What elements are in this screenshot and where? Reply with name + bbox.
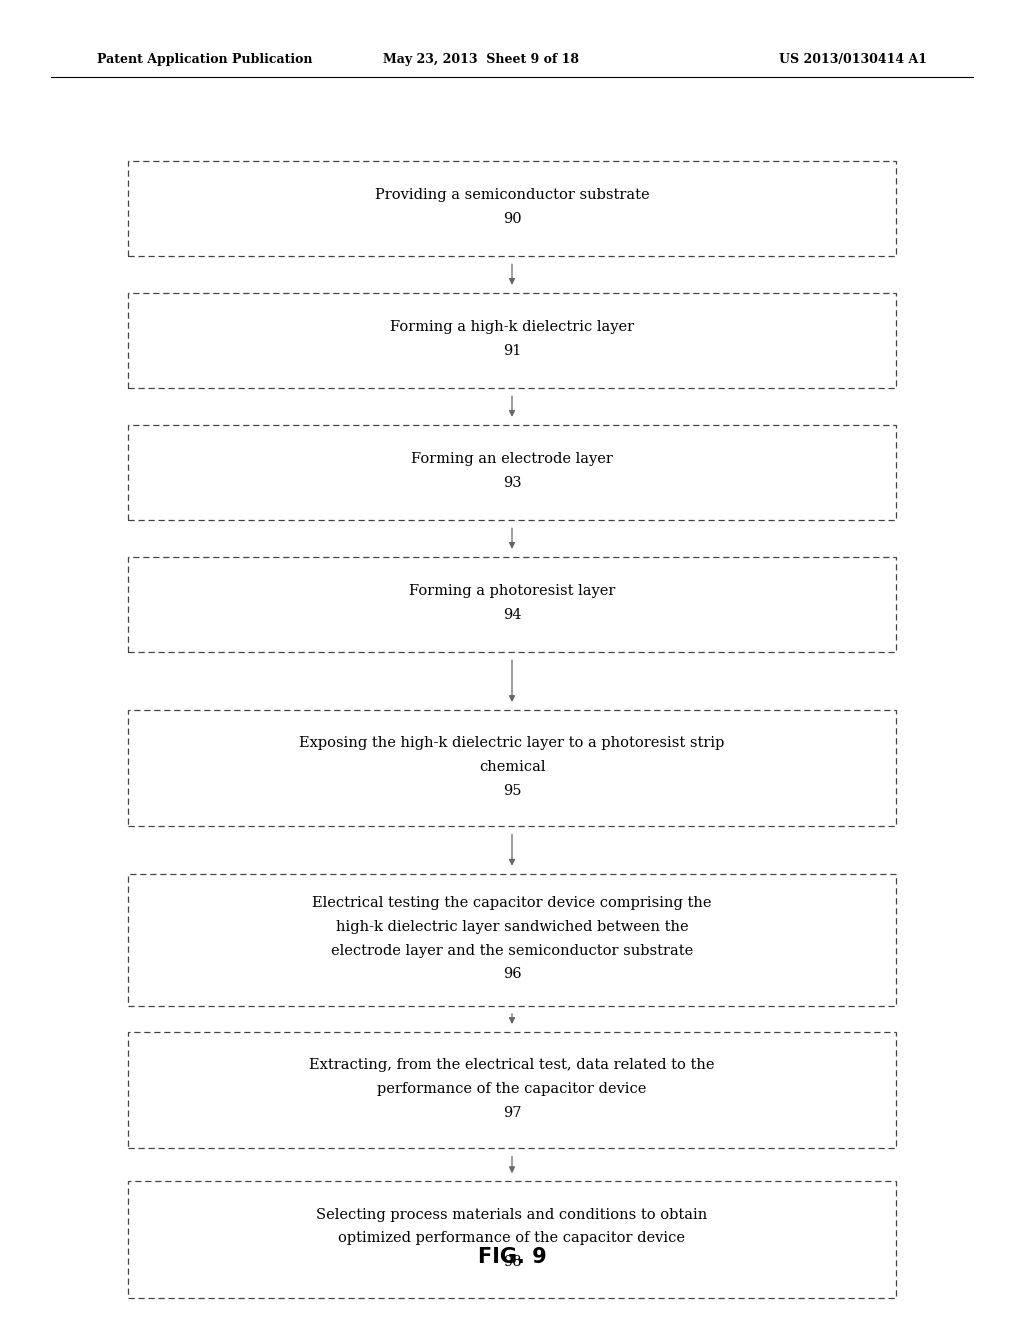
Bar (128, 293, 896, 388)
Bar (128, 557, 896, 652)
Bar (128, 161, 896, 256)
Text: 93: 93 (503, 477, 521, 490)
Text: US 2013/0130414 A1: US 2013/0130414 A1 (778, 53, 927, 66)
Text: electrode layer and the semiconductor substrate: electrode layer and the semiconductor su… (331, 944, 693, 957)
Text: Forming a high-k dielectric layer: Forming a high-k dielectric layer (390, 321, 634, 334)
Text: Forming a photoresist layer: Forming a photoresist layer (409, 585, 615, 598)
Text: 98: 98 (503, 1255, 521, 1269)
Text: optimized performance of the capacitor device: optimized performance of the capacitor d… (339, 1232, 685, 1245)
Text: Forming an electrode layer: Forming an electrode layer (411, 453, 613, 466)
Bar (128, 874, 896, 1006)
Text: 97: 97 (503, 1106, 521, 1119)
Text: 96: 96 (503, 968, 521, 981)
Text: chemical: chemical (479, 760, 545, 774)
Text: Exposing the high-k dielectric layer to a photoresist strip: Exposing the high-k dielectric layer to … (299, 737, 725, 750)
Text: Extracting, from the electrical test, data related to the: Extracting, from the electrical test, da… (309, 1059, 715, 1072)
Text: FIG. 9: FIG. 9 (477, 1246, 547, 1267)
Text: Selecting process materials and conditions to obtain: Selecting process materials and conditio… (316, 1208, 708, 1221)
Text: 90: 90 (503, 213, 521, 226)
Bar (128, 1032, 896, 1148)
Bar (128, 425, 896, 520)
Bar (128, 710, 896, 826)
Text: performance of the capacitor device: performance of the capacitor device (377, 1082, 647, 1096)
Text: Patent Application Publication: Patent Application Publication (97, 53, 312, 66)
Text: 95: 95 (503, 784, 521, 797)
Text: Providing a semiconductor substrate: Providing a semiconductor substrate (375, 189, 649, 202)
Bar (128, 1181, 896, 1298)
Text: May 23, 2013  Sheet 9 of 18: May 23, 2013 Sheet 9 of 18 (383, 53, 580, 66)
Text: 91: 91 (503, 345, 521, 358)
Text: 94: 94 (503, 609, 521, 622)
Text: Electrical testing the capacitor device comprising the: Electrical testing the capacitor device … (312, 896, 712, 909)
Text: high-k dielectric layer sandwiched between the: high-k dielectric layer sandwiched betwe… (336, 920, 688, 933)
